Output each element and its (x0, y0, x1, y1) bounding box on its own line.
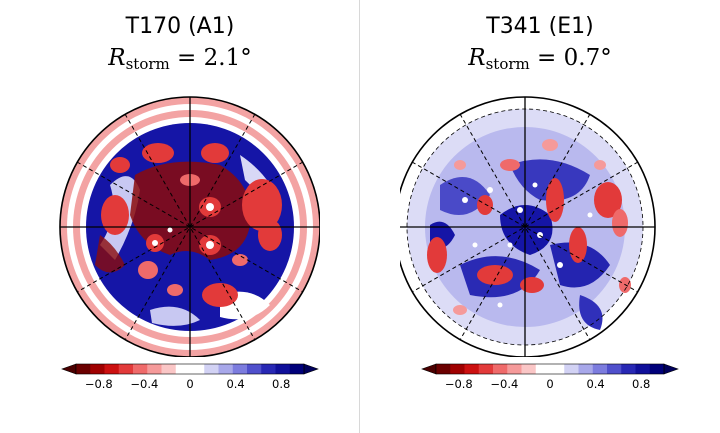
colorbar-cell (275, 364, 291, 374)
colorbar-cell (535, 364, 551, 374)
colorbar-min-extend (421, 363, 437, 375)
colorbar-tick-label: 0 (186, 377, 193, 391)
colorbar-cell (621, 364, 636, 374)
colorbar-cell (190, 364, 205, 374)
panel-left: T170 (A1) Rstorm = 2.1° (59, 14, 320, 391)
colorbar-cell (507, 364, 522, 374)
panel-right: T341 (E1) Rstorm = 0.7° (360, 0, 720, 433)
colorbar-left: −0.8 −0.4 0 0.4 0.8 (61, 363, 319, 391)
colorbar-cell (133, 364, 148, 374)
colorbar-cell (521, 364, 537, 374)
colorbar-cell (478, 364, 494, 374)
colorbar-max-extend (303, 363, 319, 375)
colorbar-tick-label: −0.4 (130, 377, 158, 391)
colorbar-cell (464, 364, 480, 374)
colorbar-cell (218, 364, 234, 374)
colorbar-cell (90, 364, 105, 374)
colorbar-tick-label: 0.4 (586, 377, 604, 391)
colorbar-right: −0.8 −0.4 0 0.4 0.8 (421, 363, 679, 391)
colorbar-cell (493, 364, 508, 374)
colorbar-cell (204, 364, 219, 374)
colorbar-cell (104, 364, 120, 374)
colorbar-cell (649, 364, 665, 374)
colorbar-tick-label: 0 (546, 377, 553, 391)
colorbar-cell (592, 364, 608, 374)
panel-divider (359, 0, 360, 433)
colorbar-cell (436, 364, 451, 374)
colorbar-cell (161, 364, 177, 374)
colorbar-cell (450, 364, 465, 374)
colorbar-max-extend (663, 363, 679, 375)
colorbar-tick-label: −0.8 (445, 377, 473, 391)
colorbar-tick-label: 0.4 (226, 377, 244, 391)
panel-left-rstorm: Rstorm = 2.1° (108, 45, 252, 73)
polar-map-left (59, 96, 320, 357)
panel-left-title: T170 (A1) (125, 14, 235, 39)
colorbar-tick-label: −0.4 (490, 377, 518, 391)
colorbar-cell (175, 364, 191, 374)
colorbar-tick-label: −0.8 (85, 377, 113, 391)
colorbar-cell (147, 364, 162, 374)
colorbar-cell (261, 364, 276, 374)
colorbar-min-extend (61, 363, 77, 375)
colorbar-tick-label: 0.8 (632, 377, 650, 391)
polar-map-right (400, 96, 656, 357)
colorbar-cell (607, 364, 622, 374)
colorbar-cell (232, 364, 248, 374)
colorbar-cell (289, 364, 305, 374)
panel-right-rstorm: Rstorm = 0.7° (468, 45, 612, 73)
colorbar-cell (247, 364, 262, 374)
colorbar-cell (564, 364, 579, 374)
colorbar-cell (550, 364, 565, 374)
colorbar-frame (435, 363, 665, 375)
panel-right-title: T341 (E1) (486, 14, 594, 39)
colorbar-cell (635, 364, 651, 374)
colorbar-frame (75, 363, 305, 375)
colorbar-cell (76, 364, 91, 374)
colorbar-cell (578, 364, 594, 374)
colorbar-tick-label: 0.8 (272, 377, 290, 391)
colorbar-cell (118, 364, 134, 374)
